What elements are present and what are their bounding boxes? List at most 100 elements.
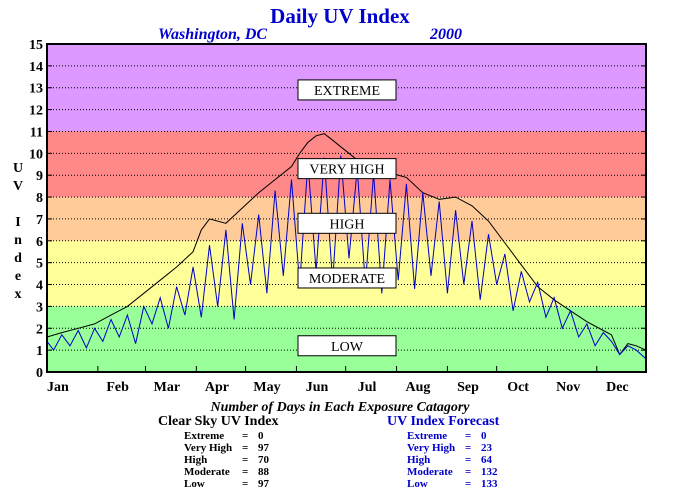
stat-row: High = 70 <box>184 454 269 466</box>
y-axis-label-char: d <box>14 251 22 266</box>
x-tick-label: May <box>253 380 280 395</box>
y-axis-label-char: x <box>14 287 22 302</box>
stat-label: Extreme <box>184 430 225 442</box>
x-tick-label: Apr <box>205 380 229 395</box>
stat-equals: = <box>465 454 472 466</box>
stat-label: High <box>407 454 431 466</box>
x-tick-label: Oct <box>507 380 529 395</box>
band-label: MODERATE <box>309 272 385 287</box>
stat-label: Low <box>407 478 428 490</box>
stat-value: 133 <box>481 478 498 490</box>
stat-label: Low <box>184 478 205 490</box>
forecast-line <box>46 155 647 360</box>
y-tick-label: 1 <box>36 344 43 359</box>
y-axis-label-char: n <box>14 233 22 248</box>
chart-title: Daily UV Index <box>270 4 410 28</box>
y-tick-label: 4 <box>36 279 43 294</box>
x-tick-label: Nov <box>556 380 580 395</box>
stat-row: High = 64 <box>407 454 498 466</box>
y-tick-label: 2 <box>36 322 43 337</box>
x-tick-label: Dec <box>606 380 629 395</box>
stat-value: 132 <box>481 466 498 478</box>
band-label: VERY HIGH <box>309 163 384 178</box>
stat-value: 97 <box>258 442 269 454</box>
band-label: HIGH <box>330 217 365 232</box>
y-axis-label-char: U <box>12 161 24 176</box>
y-tick-label: 0 <box>36 366 43 381</box>
stat-equals: = <box>465 442 472 454</box>
band-label-box <box>297 212 397 234</box>
stat-label: Very High <box>184 442 233 454</box>
stat-value: 0 <box>258 430 264 442</box>
y-tick-label: 10 <box>29 147 43 162</box>
stat-row: Very High = 23 <box>407 442 498 454</box>
stat-label: Moderate <box>184 466 230 478</box>
stat-row: Very High = 97 <box>184 442 269 454</box>
stat-value: 70 <box>258 454 269 466</box>
stat-row: Extreme = 0 <box>184 430 269 442</box>
y-axis-label-char: V <box>12 179 24 194</box>
stat-value: 64 <box>481 454 492 466</box>
stat-value: 0 <box>481 430 487 442</box>
y-tick-label: 14 <box>29 60 43 75</box>
y-tick-label: 6 <box>36 235 43 250</box>
location-label: Washington, DC <box>158 26 268 43</box>
y-tick-label: 11 <box>30 125 43 140</box>
band-label: LOW <box>331 340 364 355</box>
band-label-box <box>297 267 397 289</box>
x-tick-label: Aug <box>406 380 431 395</box>
stat-value: 97 <box>258 478 269 490</box>
y-axis-label-char <box>10 196 26 214</box>
y-tick-label: 7 <box>36 213 43 228</box>
band-label-box <box>297 79 397 101</box>
band-label-box <box>297 158 397 180</box>
stat-label: Very High <box>407 442 456 454</box>
stat-equals: = <box>242 478 249 490</box>
y-tick-label: 8 <box>36 191 43 206</box>
band-label-box <box>297 335 397 357</box>
y-axis-label-char: e <box>14 269 22 284</box>
x-tick-label: Sep <box>457 380 479 395</box>
stat-equals: = <box>465 478 472 490</box>
y-tick-label: 5 <box>36 257 43 272</box>
band-label: EXTREME <box>314 84 380 99</box>
stat-label: High <box>184 454 208 466</box>
y-tick-label: 15 <box>29 38 43 53</box>
summary-title: Number of Days in Each Exposure Catagory <box>210 400 470 415</box>
stat-row: Moderate = 132 <box>407 466 498 478</box>
stat-row: Low = 133 <box>407 478 498 490</box>
x-tick-label: Jul <box>358 380 377 395</box>
year-label: 2000 <box>430 26 462 43</box>
stat-value: 88 <box>258 466 269 478</box>
x-tick-label: Feb <box>106 380 129 395</box>
y-tick-label: 13 <box>29 82 43 97</box>
clear-sky-title: Clear Sky UV Index <box>158 414 279 429</box>
stat-row: Low = 97 <box>184 478 269 490</box>
stat-equals: = <box>242 466 249 478</box>
stat-row: Extreme = 0 <box>407 430 498 442</box>
y-tick-label: 12 <box>29 104 43 119</box>
band-labels: EXTREME VERY HIGH HIGH MODERATE LOW <box>297 79 397 357</box>
y-axis-label-char: I <box>15 215 21 230</box>
clear-sky-stats: Extreme = 0 Very High = 97 High = 70 Moderate = 88 L… <box>184 430 269 490</box>
stat-row: Moderate = 88 <box>184 466 269 478</box>
stat-label: Extreme <box>407 430 448 442</box>
stat-equals: = <box>242 454 249 466</box>
plot-frame <box>46 43 647 373</box>
stat-equals: = <box>242 430 249 442</box>
stat-value: 23 <box>481 442 492 454</box>
x-tick-label: Jun <box>306 380 329 395</box>
y-tick-label: 9 <box>36 169 43 184</box>
x-tick-label: Jan <box>47 380 69 395</box>
y-tick-label: 3 <box>36 300 43 315</box>
clear-sky-line <box>46 133 647 356</box>
stat-equals: = <box>465 430 472 442</box>
gridlines <box>47 65 646 351</box>
stat-equals: = <box>242 442 249 454</box>
series-lines <box>46 133 647 360</box>
forecast-title: UV Index Forecast <box>387 414 500 429</box>
stat-label: Moderate <box>407 466 453 478</box>
